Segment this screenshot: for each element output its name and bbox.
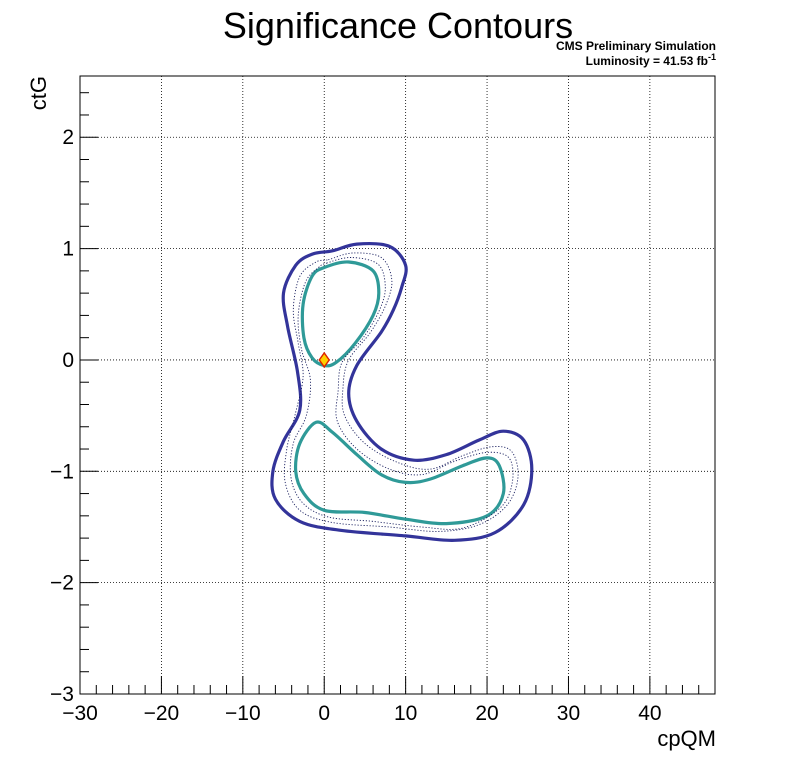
contours — [270, 241, 534, 542]
x-tick-label: 40 — [638, 702, 661, 725]
best-fit-layer — [318, 351, 331, 369]
y-tick-label: −1 — [50, 460, 74, 483]
x-tick-label: −10 — [225, 702, 261, 725]
x-tick-label: −20 — [144, 702, 180, 725]
y-tick-label: −2 — [50, 572, 74, 595]
y-tick-label: 0 — [62, 349, 74, 372]
luminosity-label: Luminosity = 41.53 fb-1 — [586, 52, 716, 68]
x-tick-label: 20 — [475, 702, 498, 725]
contour-outer — [270, 241, 534, 542]
y-axis-label: ctG — [26, 76, 51, 110]
contour-inner — [300, 260, 381, 368]
grid — [79, 76, 715, 695]
best-fit-marker — [318, 351, 331, 369]
x-tick-label: −30 — [62, 702, 98, 725]
cms-label: CMS Preliminary Simulation — [556, 39, 716, 53]
ticks — [79, 92, 716, 695]
x-axis-label: cpQM — [657, 726, 716, 751]
chart-title: Significance Contours — [223, 5, 573, 46]
luminosity-text: Luminosity = 41.53 fb — [586, 54, 708, 68]
x-tick-label: 10 — [394, 702, 417, 725]
y-tick-label: 1 — [62, 238, 74, 261]
luminosity-superscript: -1 — [708, 52, 716, 62]
x-tick-label: 0 — [318, 702, 330, 725]
contour-dotted — [283, 252, 519, 532]
contour-inner — [293, 420, 506, 526]
y-tick-label: 2 — [62, 126, 74, 149]
contour-dotted — [289, 257, 514, 530]
plot-frame — [79, 75, 716, 695]
y-tick-label: −3 — [50, 683, 74, 706]
x-tick-label: 30 — [557, 702, 580, 725]
